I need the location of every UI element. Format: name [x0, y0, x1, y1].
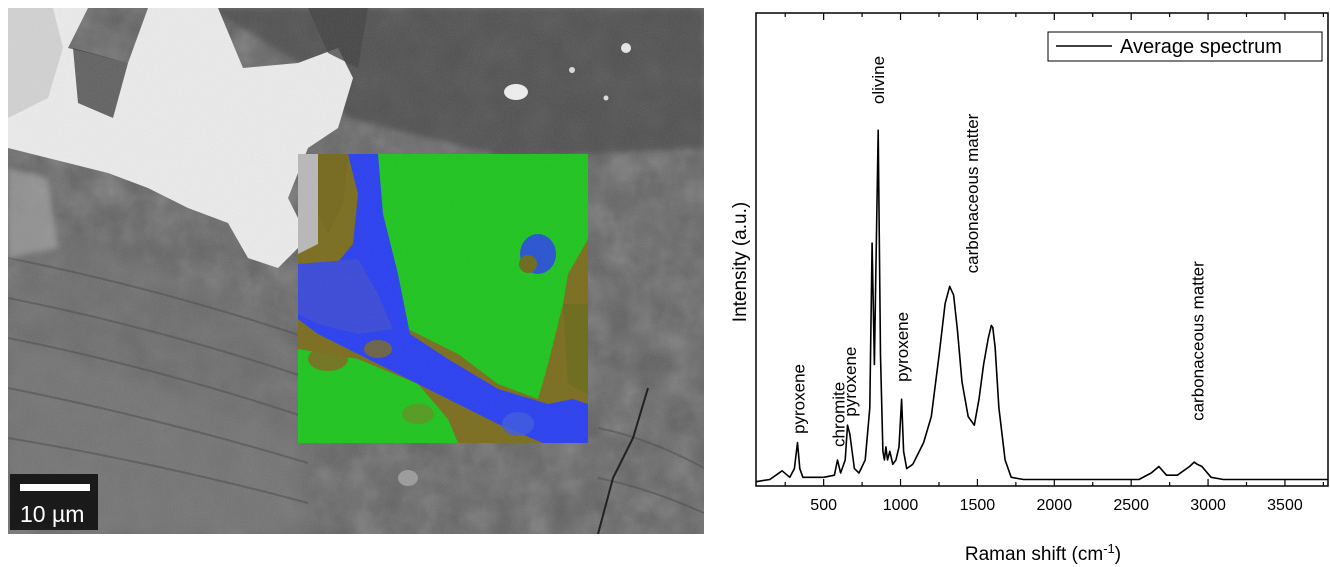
peak-annotation: pyroxene: [841, 347, 860, 417]
annotation-layer: pyroxene chromitepyroxeneolivinepyroxenec…: [789, 56, 1207, 447]
x-tick-label: 3000: [1190, 497, 1226, 514]
peak-annotation: carbonaceous matter: [1188, 261, 1207, 421]
x-tick-label: 3500: [1267, 497, 1303, 514]
x-axis-ticks: 500 1000 1500 2000 2500 3000 3500: [784, 13, 1324, 514]
scale-bar: [20, 484, 90, 491]
plot-border: [755, 12, 1329, 487]
x-axis-label-close: ): [1115, 544, 1121, 565]
x-axis-label: Raman shift (cm-1): [965, 541, 1121, 566]
spectrum-line: [755, 129, 1328, 483]
micrograph-panel: 10 µm: [8, 8, 704, 534]
peak-annotation: carbonaceous matter: [963, 113, 982, 273]
peak-annotation: pyroxene: [789, 364, 808, 434]
x-tick-label: 1500: [960, 497, 996, 514]
x-tick-label: 500: [810, 497, 837, 514]
micrograph-image: 10 µm: [8, 8, 704, 534]
x-tick-label: 2500: [1113, 497, 1149, 514]
y-axis-label: Intensity (a.u.): [730, 202, 751, 322]
legend: Average spectrum: [1047, 31, 1323, 62]
legend-label: Average spectrum: [1120, 36, 1282, 58]
x-axis-label-main: Raman shift (cm: [965, 544, 1103, 565]
scale-bar-box: [10, 474, 98, 530]
peak-annotation: olivine: [869, 56, 888, 104]
series-layer: [755, 129, 1328, 483]
scale-bar-label: 10 µm: [20, 501, 84, 527]
peak-annotation: pyroxene: [893, 312, 912, 382]
x-tick-label: 2000: [1037, 497, 1073, 514]
raman-map-overlay: [298, 154, 588, 443]
x-axis-label-sup: -1: [1103, 541, 1115, 556]
x-tick-label: 1000: [883, 497, 919, 514]
plot-frame: [755, 12, 1329, 487]
peak-annotation: chromite: [830, 382, 849, 447]
